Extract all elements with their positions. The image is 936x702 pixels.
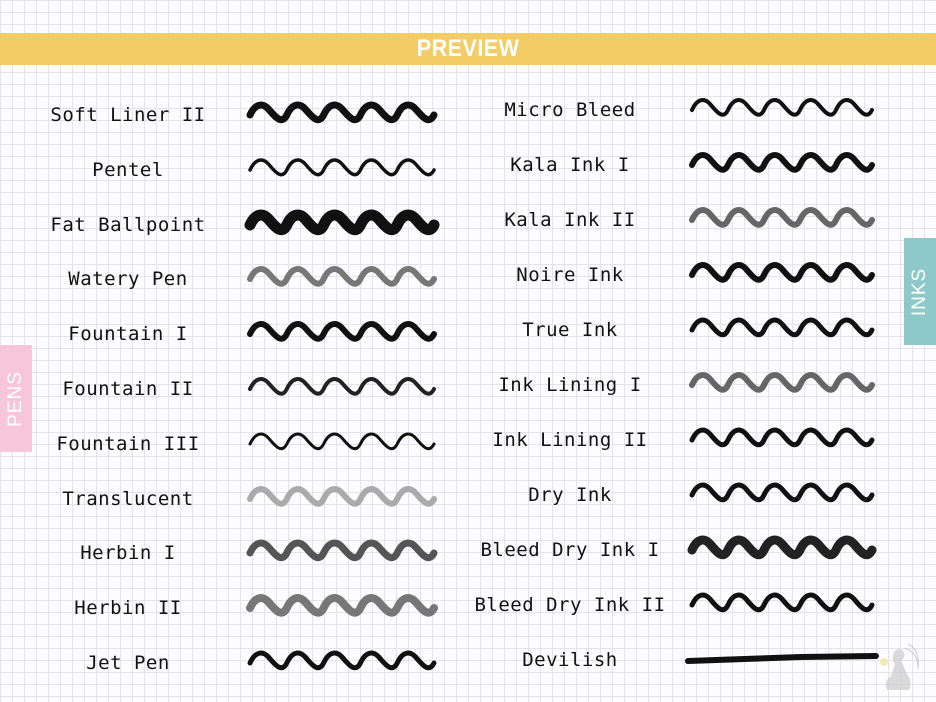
- pen-stroke-preview[interactable]: [246, 156, 438, 186]
- pen-label: Translucent: [62, 487, 194, 510]
- pen-label: Jet Pen: [86, 652, 170, 674]
- ink-wave: [689, 152, 875, 173]
- ink-label: Devilish: [522, 649, 618, 671]
- ink-label: Bleed Dry Ink II: [474, 594, 666, 616]
- pen-label: Fountain I: [68, 323, 188, 346]
- ink-stroke-preview[interactable]: [688, 371, 876, 401]
- ink-label: Micro Bleed: [504, 99, 636, 121]
- fairy-logo-icon: [880, 643, 919, 690]
- pen-wave: [246, 539, 438, 562]
- pen-stroke-preview[interactable]: [246, 485, 438, 515]
- ink-stroke-preview[interactable]: [688, 481, 876, 511]
- pen-stroke-preview[interactable]: [246, 649, 438, 679]
- ink-stroke-preview[interactable]: [688, 96, 876, 126]
- ink-wave: [689, 262, 875, 283]
- tab-inks-label: INKS: [909, 267, 931, 316]
- tab-pens[interactable]: PENS: [0, 345, 32, 452]
- ink-stroke-preview[interactable]: [688, 316, 876, 346]
- preview-title: PREVIEW: [416, 35, 520, 62]
- ink-wave: [689, 482, 875, 503]
- ink-wave: [689, 427, 875, 448]
- pen-wave: [247, 650, 437, 671]
- pen-wave: [248, 158, 436, 177]
- pen-wave: [247, 485, 437, 507]
- ink-label: Kala Ink II: [504, 209, 636, 231]
- ink-label: True Ink: [522, 319, 618, 341]
- tab-inks[interactable]: INKS: [904, 238, 936, 345]
- ink-wave: [689, 372, 875, 393]
- ink-wave: [689, 207, 875, 228]
- pen-label: Pentel: [92, 158, 164, 181]
- ink-stroke-preview[interactable]: [685, 646, 879, 676]
- pen-stroke-preview[interactable]: [246, 594, 438, 624]
- ink-wave: [689, 592, 875, 613]
- pen-label: Herbin I: [80, 542, 176, 565]
- pen-wave: [244, 209, 440, 235]
- ink-label: Noire Ink: [516, 264, 624, 286]
- ink-stroke-preview[interactable]: [688, 206, 876, 236]
- ink-label: Ink Lining II: [492, 429, 648, 451]
- preview-header: PREVIEW: [0, 33, 936, 65]
- pen-stroke-preview[interactable]: [246, 320, 438, 350]
- pen-label: Herbin II: [74, 597, 182, 620]
- ink-stroke-preview[interactable]: [688, 426, 876, 456]
- pen-label: Watery Pen: [68, 268, 188, 291]
- ink-wave: [687, 535, 877, 560]
- ink-stroke-preview[interactable]: [688, 261, 876, 291]
- pen-stroke-preview[interactable]: [246, 265, 438, 295]
- ink-wave: [685, 653, 879, 664]
- ink-label: Bleed Dry Ink I: [480, 539, 660, 561]
- pen-stroke-preview[interactable]: [246, 101, 438, 131]
- pen-label: Fountain II: [62, 378, 194, 400]
- ink-wave: [689, 317, 875, 338]
- pen-label: Soft Liner II: [50, 104, 206, 126]
- ink-label: Kala Ink I: [510, 154, 630, 176]
- pen-wave: [246, 594, 438, 617]
- ink-wave: [690, 98, 874, 117]
- pen-stroke-preview[interactable]: [246, 375, 438, 405]
- ink-stroke-preview[interactable]: [688, 591, 876, 621]
- pen-wave: [248, 377, 436, 396]
- ink-label: Ink Lining I: [498, 374, 642, 396]
- pen-label: Fat Ballpoint: [50, 213, 206, 236]
- pen-wave: [247, 321, 437, 342]
- pen-wave: [246, 101, 438, 124]
- ink-stroke-preview[interactable]: [688, 151, 876, 181]
- pen-label: Fountain III: [56, 432, 200, 455]
- pen-stroke-preview[interactable]: [246, 539, 438, 569]
- ink-stroke-preview[interactable]: [687, 535, 877, 566]
- ink-label: Dry Ink: [528, 484, 612, 506]
- pen-stroke-preview[interactable]: [246, 430, 438, 460]
- pen-wave: [248, 432, 436, 450]
- pen-stroke-preview[interactable]: [244, 209, 440, 241]
- pen-wave: [247, 266, 437, 287]
